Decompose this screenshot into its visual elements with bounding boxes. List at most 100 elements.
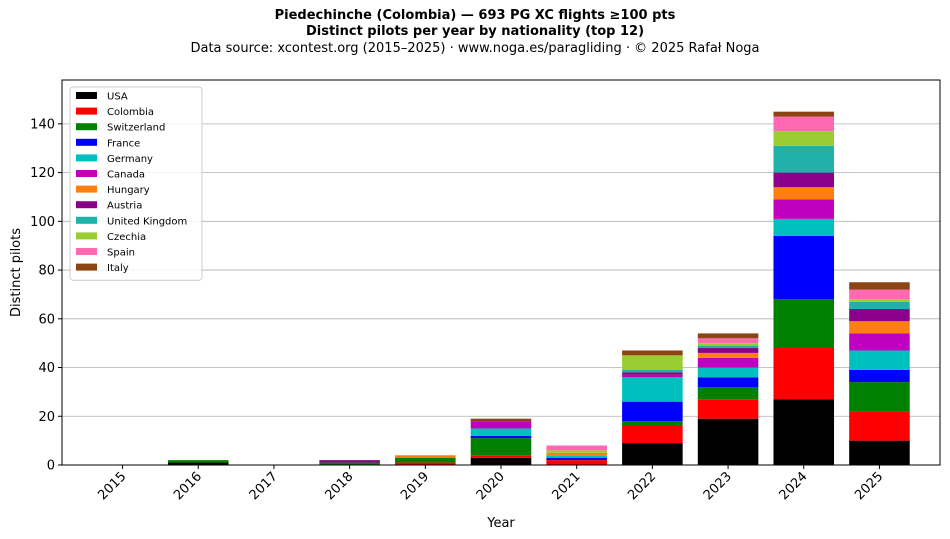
x-tick-label: 2019 [398, 469, 432, 503]
bar-segment [319, 460, 380, 463]
y-tick-label: 80 [38, 264, 55, 279]
legend-label: Czechia [107, 232, 146, 243]
legend-label: United Kingdom [107, 216, 187, 227]
bar-segment [849, 350, 910, 370]
bar-segment [395, 455, 456, 458]
bar-segment [622, 377, 683, 402]
bar-stack-2018 [319, 460, 380, 465]
bar-segment [470, 428, 532, 436]
x-tick-label: 2022 [625, 469, 659, 503]
x-tick-label: 2024 [777, 469, 811, 503]
x-tick-label: 2016 [171, 469, 205, 503]
bar-segment [546, 455, 607, 458]
legend-swatch [76, 170, 97, 177]
chart-source-note: Data source: xcontest.org (2015–2025) · … [190, 41, 760, 56]
y-tick-label: 140 [30, 117, 55, 132]
chart-title: Piedechinche (Colombia) — 693 PG XC flig… [274, 8, 676, 23]
y-axis: 0 20 40 60 80 100 120 140 [30, 117, 62, 474]
x-tick-label: 2020 [474, 469, 508, 503]
bar-segment [773, 235, 835, 300]
x-tick-label: 2021 [550, 469, 584, 503]
y-tick-label: 60 [38, 312, 55, 327]
bar-segment [546, 457, 607, 461]
bar-segment [773, 199, 835, 219]
x-tick-label: 2017 [247, 469, 281, 503]
bar-segment [470, 457, 532, 465]
bar-segment [546, 445, 607, 451]
bar-stack-2022 [622, 350, 683, 465]
bar-segment [773, 187, 835, 200]
legend-label: Canada [107, 170, 145, 181]
legend: USA Colombia Switzerland France Germany Canad… [69, 86, 203, 281]
legend-frame [69, 86, 203, 281]
legend-swatch [76, 138, 97, 146]
y-tick-label: 20 [38, 410, 55, 425]
bar-segment [319, 462, 380, 465]
y-tick-label: 0 [47, 459, 55, 474]
bar-segment [849, 440, 910, 465]
bar-segment [470, 435, 532, 439]
bar-segment [773, 218, 835, 236]
bar-stack-2016 [167, 460, 229, 465]
x-axis-label: Year [486, 516, 515, 531]
bar-segment [470, 455, 532, 458]
bar-segment [622, 401, 683, 422]
bar-segment [773, 131, 835, 146]
legend-label: Italy [107, 263, 129, 274]
bar-segment [697, 343, 759, 346]
legend-label: Austria [107, 201, 142, 212]
bar-segment [470, 421, 532, 429]
x-tick-label: 2025 [852, 469, 886, 503]
chart-subtitle: Distinct pilots per year by nationality … [305, 24, 645, 39]
bar-segment [622, 355, 683, 370]
bar-segment [773, 172, 835, 188]
bar-segment [697, 338, 759, 344]
x-tick-label: 2015 [95, 469, 129, 503]
legend-swatch [76, 92, 97, 99]
bar-stack-2020 [470, 418, 532, 465]
y-tick-label: 100 [30, 215, 55, 230]
bar-segment [622, 426, 683, 444]
bar-segment [849, 411, 910, 441]
bar-segment [697, 333, 759, 339]
bar-segment [697, 418, 759, 465]
bar-segment [849, 282, 910, 290]
bar-segment [849, 309, 910, 322]
legend-swatch [76, 248, 97, 255]
legend-label: Switzerland [107, 123, 165, 134]
bar-segment [470, 438, 532, 456]
bar-segment [167, 462, 229, 465]
bar-stack-2021 [546, 445, 607, 465]
bar-segment [697, 357, 759, 368]
legend-swatch [76, 154, 97, 162]
bar-segment [622, 372, 683, 375]
bar-segment [773, 116, 835, 132]
bar-segment [849, 301, 910, 310]
bar-segment [622, 421, 683, 427]
bar-stack-2025 [849, 282, 910, 465]
y-axis-label: Distinct pilots [9, 228, 24, 317]
bar-segment [167, 460, 229, 463]
bar-segment [849, 333, 910, 351]
bar-segment [849, 382, 910, 412]
legend-swatch [76, 123, 97, 131]
x-tick-label: 2023 [701, 469, 735, 503]
legend-swatch [76, 107, 97, 115]
legend-label: France [107, 138, 140, 149]
legend-label: USA [107, 92, 128, 103]
bar-stack-2023 [697, 333, 759, 465]
bar-segment [697, 387, 759, 400]
bar-segment [697, 377, 759, 388]
legend-label: Colombia [107, 107, 154, 118]
bar-segment [849, 289, 910, 300]
bar-segment [546, 450, 607, 453]
bar-segment [849, 321, 910, 334]
bar-segment [546, 460, 607, 465]
bar-segment [773, 111, 835, 117]
bar-segment [622, 443, 683, 465]
legend-swatch [76, 185, 97, 193]
bar-segment [773, 145, 835, 173]
bar-segment [849, 369, 910, 383]
bar-segment [697, 348, 759, 353]
